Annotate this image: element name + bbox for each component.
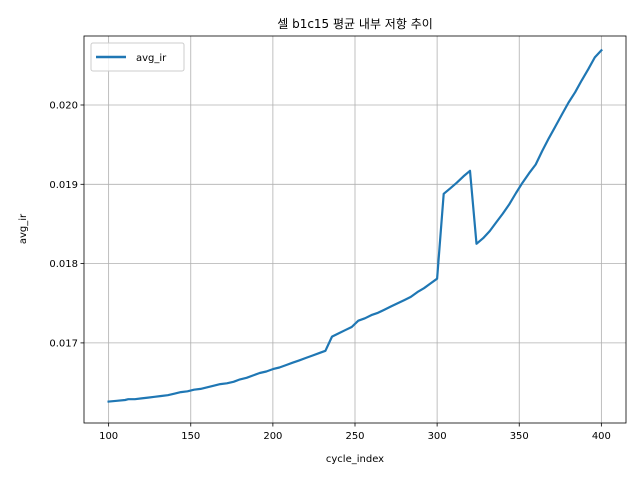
y-axis-label: avg_ir (18, 213, 29, 244)
x-axis: 100 150 200 250 300 350 400 (99, 423, 611, 442)
x-tick-label: 200 (263, 431, 282, 442)
x-tick-label: 400 (592, 431, 611, 442)
series-layer (107, 48, 603, 403)
x-tick-label: 350 (510, 431, 529, 442)
grid (84, 36, 626, 423)
x-tick-label: 250 (345, 431, 364, 442)
x-tick-label: 300 (428, 431, 447, 442)
y-tick-label: 0.018 (49, 259, 78, 270)
y-tick-label: 0.020 (49, 100, 78, 111)
series-line-avg-ir (107, 48, 603, 403)
y-tick-label: 0.017 (49, 338, 78, 349)
x-tick-label: 150 (181, 431, 200, 442)
y-tick-label: 0.019 (49, 180, 78, 191)
legend: avg_ir (90, 42, 185, 72)
plot-area: 100 150 200 250 300 350 400 0.0170.0180.0190.0… (49, 35, 627, 442)
x-axis-label: cycle_index (326, 454, 384, 465)
legend-box (90, 42, 185, 72)
chart-title: 셀 b1c15 평균 내부 저항 추이 (277, 17, 433, 31)
x-tick-label: 100 (99, 431, 118, 442)
legend-label-avg-ir: avg_ir (136, 53, 167, 64)
y-axis: 0.017 0.018 0.019 0.020 (49, 100, 84, 349)
